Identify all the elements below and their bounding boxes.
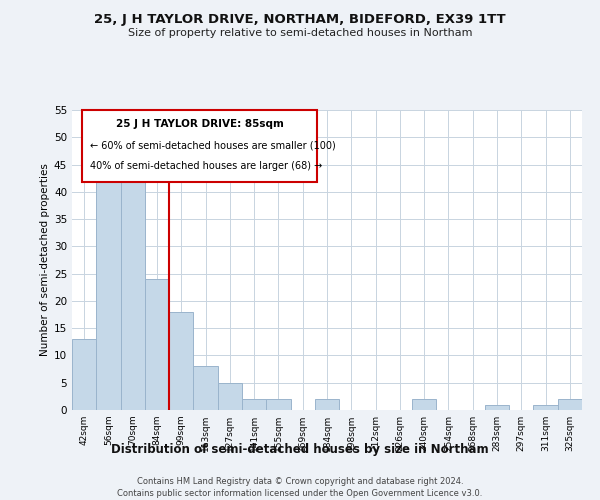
Bar [242, 399, 266, 410]
Text: Contains HM Land Registry data © Crown copyright and database right 2024.: Contains HM Land Registry data © Crown c… [137, 478, 463, 486]
Bar [412, 399, 436, 410]
Text: Distribution of semi-detached houses by size in Northam: Distribution of semi-detached houses by … [111, 442, 489, 456]
Text: Contains public sector information licensed under the Open Government Licence v3: Contains public sector information licen… [118, 489, 482, 498]
Bar [145, 279, 169, 410]
Bar [169, 312, 193, 410]
Text: 25, J H TAYLOR DRIVE, NORTHAM, BIDEFORD, EX39 1TT: 25, J H TAYLOR DRIVE, NORTHAM, BIDEFORD,… [94, 12, 506, 26]
Bar [533, 404, 558, 410]
Bar [218, 382, 242, 410]
Bar [558, 399, 582, 410]
Text: 25 J H TAYLOR DRIVE: 85sqm: 25 J H TAYLOR DRIVE: 85sqm [116, 119, 283, 129]
Bar [485, 404, 509, 410]
Y-axis label: Number of semi-detached properties: Number of semi-detached properties [40, 164, 50, 356]
Bar [315, 399, 339, 410]
FancyBboxPatch shape [82, 110, 317, 182]
Text: ← 60% of semi-detached houses are smaller (100): ← 60% of semi-detached houses are smalle… [90, 140, 335, 150]
Text: Size of property relative to semi-detached houses in Northam: Size of property relative to semi-detach… [128, 28, 472, 38]
Text: 40% of semi-detached houses are larger (68) →: 40% of semi-detached houses are larger (… [90, 161, 322, 171]
Bar [193, 366, 218, 410]
Bar [266, 399, 290, 410]
Bar [96, 170, 121, 410]
Bar [72, 339, 96, 410]
Bar [121, 176, 145, 410]
